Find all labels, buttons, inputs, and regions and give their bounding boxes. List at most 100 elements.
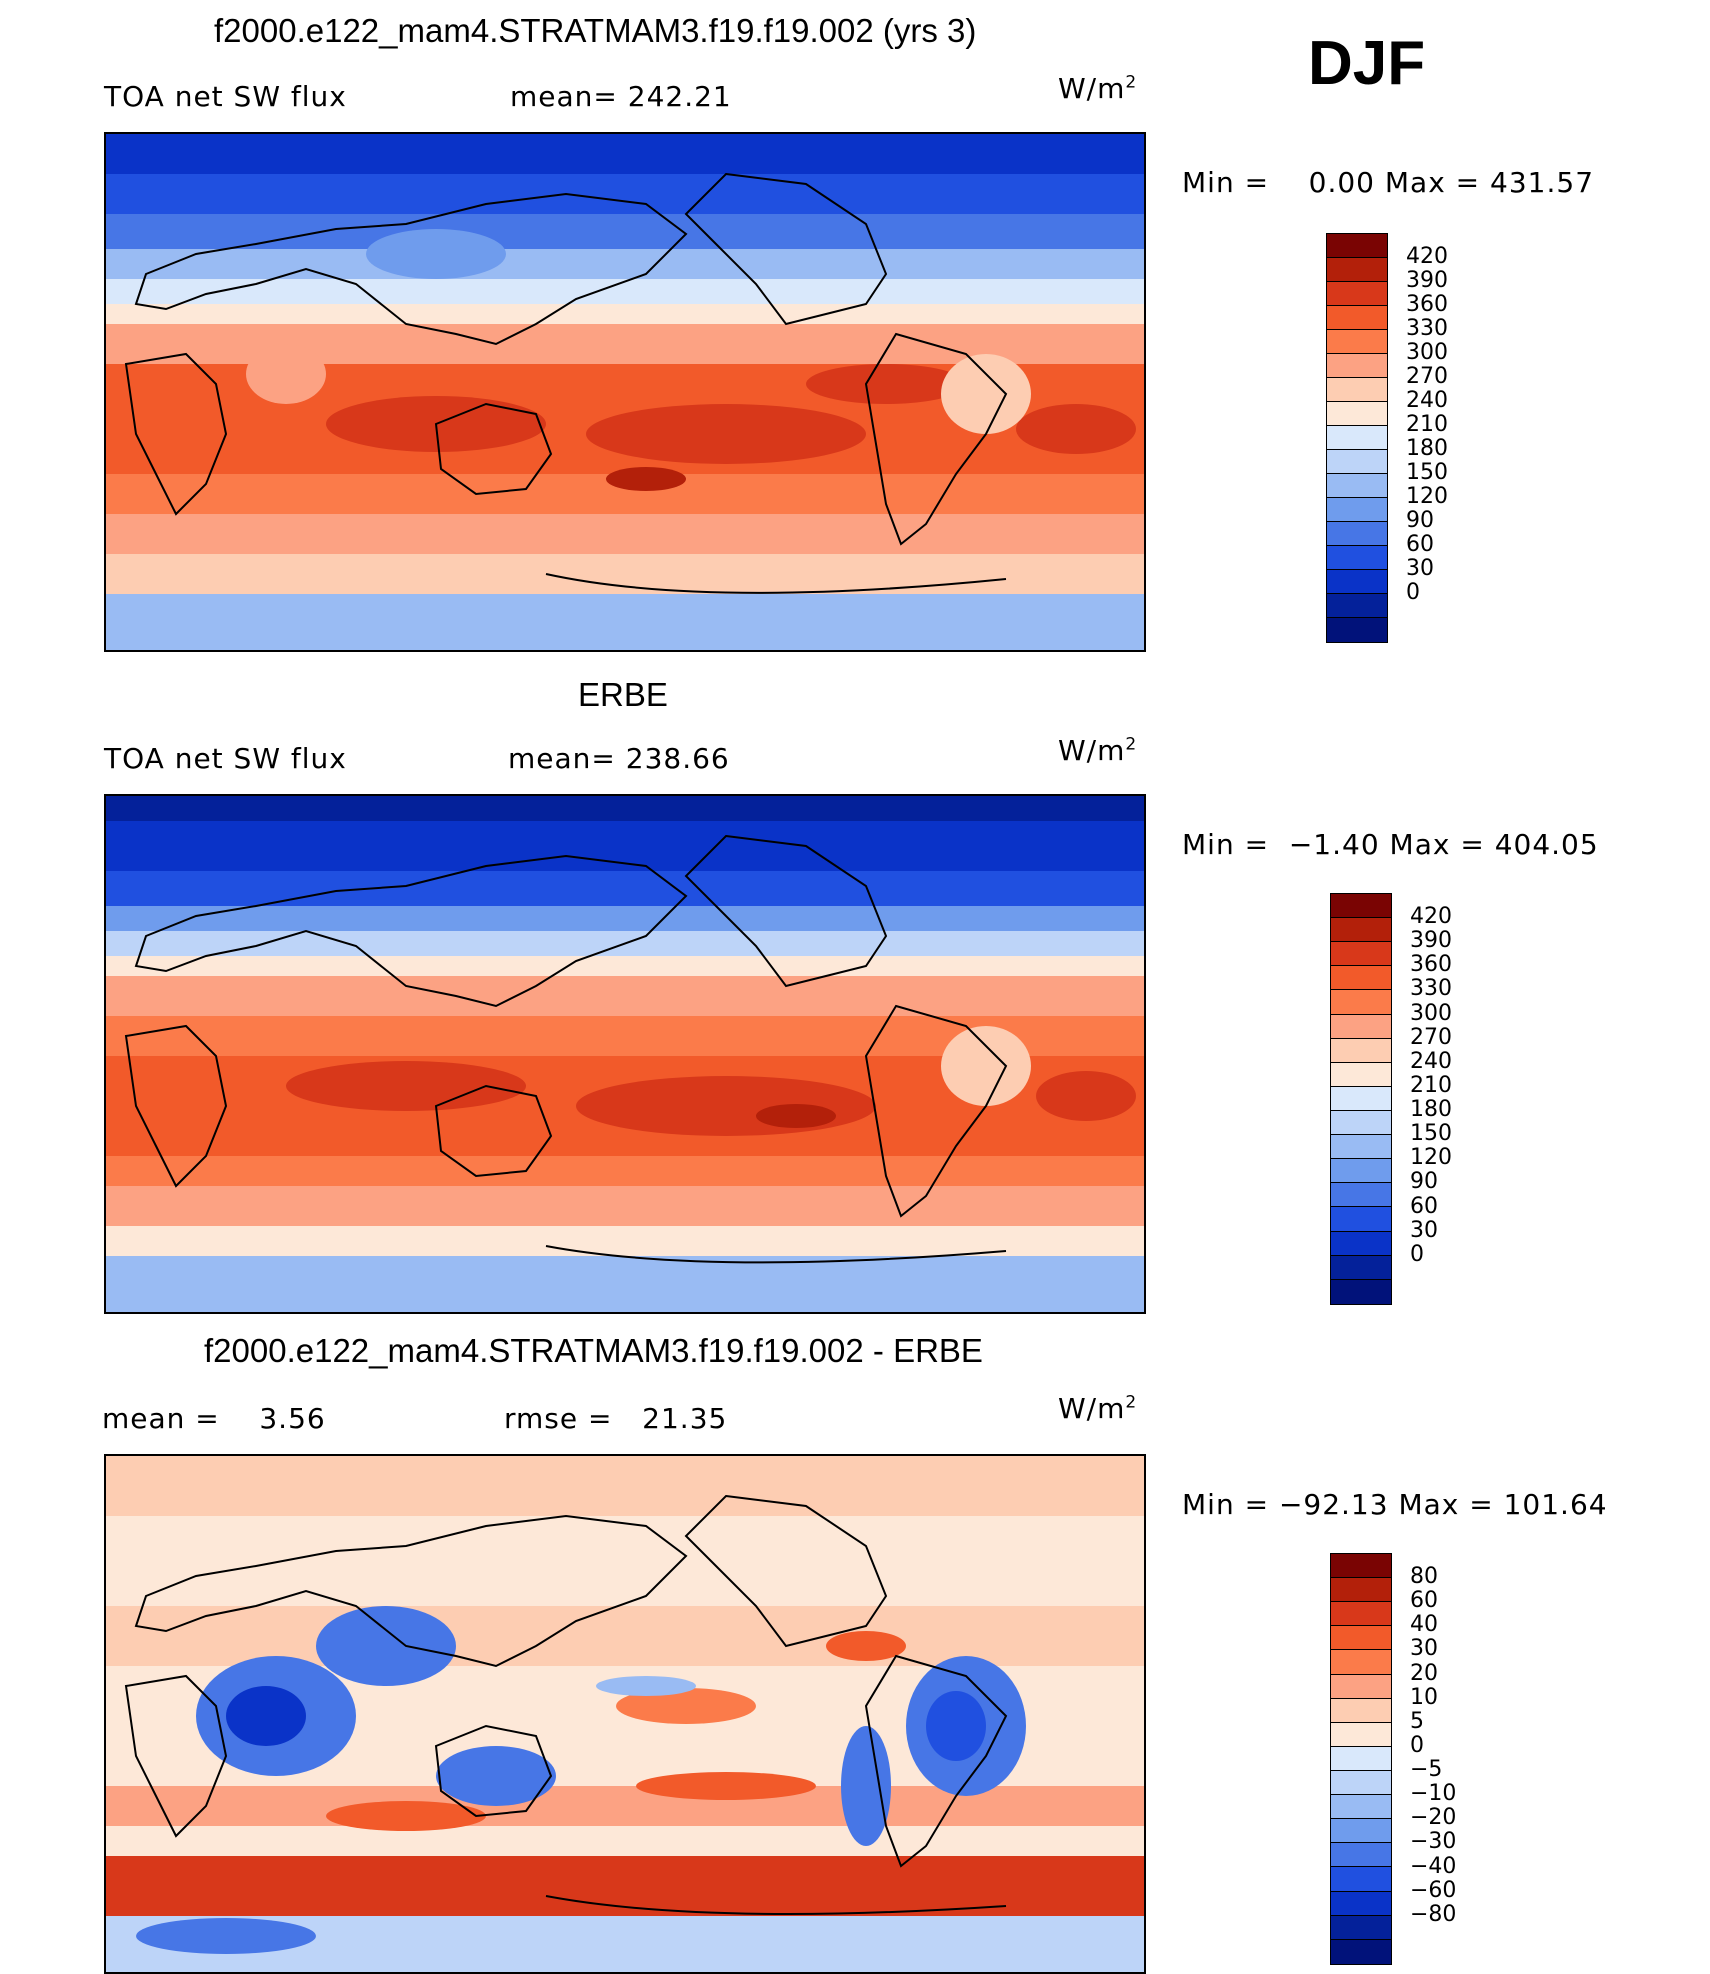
colorbar-swatch <box>1331 1674 1391 1699</box>
colorbar-swatch <box>1331 1554 1391 1579</box>
panel-1-mean: mean= 242.21 <box>510 80 732 113</box>
colorbar-swatch <box>1327 498 1387 522</box>
colorbar-label: 40 <box>1410 1612 1438 1638</box>
colorbar-label: 210 <box>1410 1072 1452 1098</box>
colorbar-swatch <box>1331 1578 1391 1603</box>
colorbar-label: 10 <box>1410 1684 1438 1710</box>
colorbar-swatch <box>1331 1698 1391 1723</box>
colorbar-label: 270 <box>1406 364 1448 389</box>
panel-2-mean: mean= 238.66 <box>508 742 730 775</box>
colorbar-label: 330 <box>1410 976 1452 1002</box>
panel-3-min-max: Min = −92.13 Max = 101.64 <box>1182 1488 1608 1521</box>
panel-2-variable-label: TOA net SW flux <box>104 742 347 775</box>
panel-3-rmse: rmse = 21.35 <box>504 1402 728 1435</box>
colorbar-swatch <box>1331 1939 1391 1964</box>
panel-2-title: ERBE <box>578 676 668 713</box>
colorbar-swatch <box>1331 1915 1391 1940</box>
colorbar-swatch <box>1331 942 1391 967</box>
colorbar-swatch <box>1327 426 1387 450</box>
colorbar-swatch <box>1331 1086 1391 1111</box>
colorbar-swatch <box>1331 1746 1391 1771</box>
colorbar-label: 240 <box>1406 388 1448 413</box>
panel-3-mean: mean = 3.56 <box>102 1402 326 1435</box>
colorbar-swatch <box>1331 1891 1391 1916</box>
colorbar-swatch <box>1327 354 1387 378</box>
colorbar-label: −80 <box>1410 1901 1457 1927</box>
panel-2-map-field <box>106 796 1144 1312</box>
colorbar-swatch <box>1327 570 1387 594</box>
colorbar-swatch <box>1331 1110 1391 1136</box>
colorbar-label: 210 <box>1406 412 1448 437</box>
colorbar-swatch <box>1331 1843 1391 1868</box>
season-label: DJF <box>1308 29 1426 98</box>
colorbar-label: 0 <box>1410 1241 1424 1267</box>
colorbar-swatch <box>1331 1819 1391 1844</box>
colorbar-swatch <box>1331 1207 1391 1232</box>
colorbar-label: 5 <box>1410 1708 1424 1734</box>
colorbar-swatch <box>1331 1231 1391 1256</box>
panel-3-map-field <box>106 1456 1144 1972</box>
colorbar-label: 30 <box>1410 1217 1438 1243</box>
colorbar-swatch <box>1331 990 1391 1015</box>
colorbar-swatch <box>1331 1602 1391 1627</box>
panel-2-colorbar <box>1330 893 1392 1305</box>
colorbar-swatch <box>1331 1722 1391 1747</box>
colorbar-label: 30 <box>1410 1636 1438 1662</box>
panel-1-map-field <box>106 134 1144 650</box>
colorbar-label: 180 <box>1406 436 1448 461</box>
colorbar-swatch <box>1327 234 1387 258</box>
colorbar-swatch <box>1331 918 1391 943</box>
colorbar-swatch <box>1331 1795 1391 1820</box>
panel-3-colorbar <box>1330 1553 1392 1965</box>
colorbar-label: −40 <box>1410 1853 1457 1879</box>
panel-1-map <box>104 132 1146 652</box>
colorbar-swatch <box>1331 1183 1391 1208</box>
colorbar-label: 20 <box>1410 1660 1438 1686</box>
panel-1-units: W/m2 <box>1058 72 1138 105</box>
colorbar-label: 420 <box>1410 904 1452 930</box>
colorbar-label: −60 <box>1410 1877 1457 1903</box>
colorbar-swatch <box>1331 1014 1391 1039</box>
colorbar-swatch <box>1331 1159 1391 1184</box>
colorbar-label: 60 <box>1410 1588 1438 1614</box>
panel-3-units: W/m2 <box>1058 1392 1138 1425</box>
colorbar-label: −20 <box>1410 1805 1457 1831</box>
colorbar-label: −10 <box>1410 1781 1457 1807</box>
colorbar-label: 390 <box>1410 928 1452 954</box>
colorbar-swatch <box>1331 1279 1391 1304</box>
colorbar-swatch <box>1327 474 1387 498</box>
colorbar-label: 420 <box>1406 244 1448 269</box>
panel-2-map <box>104 794 1146 1314</box>
colorbar-label: −5 <box>1410 1757 1443 1783</box>
colorbar-label: 390 <box>1406 268 1448 293</box>
colorbar-label: 60 <box>1406 532 1434 557</box>
colorbar-swatch <box>1327 330 1387 354</box>
colorbar-label: 60 <box>1410 1193 1438 1219</box>
panel-1-title: f2000.e122_mam4.STRATMAM3.f19.f19.002 (y… <box>214 12 977 49</box>
colorbar-label: 30 <box>1406 556 1434 581</box>
colorbar-label: 80 <box>1410 1564 1438 1590</box>
colorbar-label: 360 <box>1406 292 1448 317</box>
colorbar-label: 360 <box>1410 952 1452 978</box>
panel-1-variable-label: TOA net SW flux <box>104 80 347 113</box>
colorbar-swatch <box>1327 594 1387 618</box>
colorbar-swatch <box>1327 546 1387 570</box>
colorbar-label: 120 <box>1410 1145 1452 1171</box>
panel-2-units: W/m2 <box>1058 734 1138 767</box>
colorbar-swatch <box>1331 1255 1391 1280</box>
colorbar-label: 300 <box>1410 1000 1452 1026</box>
panel-1-min-max: Min = 0.00 Max = 431.57 <box>1182 166 1595 199</box>
colorbar-label: 0 <box>1410 1732 1424 1758</box>
colorbar-swatch <box>1331 1062 1391 1087</box>
colorbar-swatch <box>1327 378 1387 402</box>
colorbar-swatch <box>1331 1038 1391 1063</box>
colorbar-label: 120 <box>1406 484 1448 509</box>
colorbar-label: 90 <box>1410 1169 1438 1195</box>
colorbar-label: 90 <box>1406 508 1434 533</box>
colorbar-label: −30 <box>1410 1829 1457 1855</box>
colorbar-label: 270 <box>1410 1024 1452 1050</box>
colorbar-label: 150 <box>1410 1121 1452 1147</box>
colorbar-label: 330 <box>1406 316 1448 341</box>
colorbar-label: 0 <box>1406 580 1420 605</box>
colorbar-swatch <box>1327 402 1387 426</box>
